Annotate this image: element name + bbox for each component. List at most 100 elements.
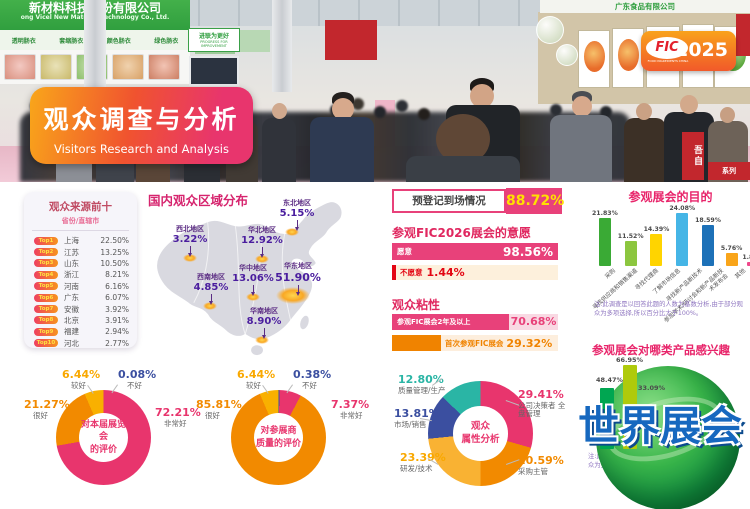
arrow: [297, 285, 299, 292]
china-map: 东北地区 5.15% 西北地区 3.22% 华北地区 12.92% 华中地区 1…: [145, 196, 375, 364]
callout-value: 21.27%: [24, 398, 70, 411]
callout-value: 85.81%: [196, 398, 242, 411]
bar-group: 14.39%: [644, 226, 669, 266]
bar-group: 1.83%: [742, 254, 750, 266]
table-row: Top10 河北 2.77%: [24, 338, 137, 349]
callout-label: 不好: [127, 381, 142, 391]
callout-value: 13.81%: [394, 407, 440, 420]
region-dot-southwest: [203, 302, 217, 310]
donut-center-line: 观众: [470, 420, 490, 432]
province-name: 河北: [64, 338, 79, 348]
bar: [650, 234, 663, 266]
china-map-svg: [156, 201, 343, 356]
region-name: 西南地区: [197, 273, 225, 281]
product-photo: [4, 54, 36, 80]
rank-badge: Top5: [34, 282, 58, 291]
callout-label: 研发/技术: [400, 464, 433, 474]
page-subtitle: Visitors Research and Analysis: [54, 142, 229, 156]
rank-badge: Top10: [34, 339, 58, 348]
arrow: [296, 220, 298, 227]
bar-group: 24.08%: [669, 205, 695, 266]
food-photo: [583, 41, 605, 72]
callout-label: 质量管理/生产: [398, 386, 446, 396]
callout: 0.08% 不好: [118, 368, 157, 391]
province-value: 6.16%: [105, 281, 129, 291]
donut-center: 观众 属性分析: [453, 406, 508, 461]
interest-bar: [600, 388, 614, 449]
province-name: 江苏: [64, 247, 79, 257]
donut-visitor-attributes: 观众 属性分析: [428, 381, 533, 486]
callout-label: 采购主管: [518, 467, 548, 477]
region-value: 5.15%: [279, 208, 315, 219]
arrow-head: [295, 227, 299, 231]
red-corner-sign: [736, 14, 750, 56]
unwilling-label: 不愿意: [400, 268, 423, 277]
donut-center-line: 对本届展览会: [80, 420, 126, 443]
table-row: Top2 江苏 13.25%: [24, 246, 137, 257]
unwilling-value: 1.44%: [426, 266, 465, 279]
food-poster: [612, 28, 644, 88]
willingness-title: 参观FIC2026展会的意愿: [392, 226, 531, 240]
region-name: 华北地区: [248, 226, 276, 234]
region-name: 华东地区: [284, 262, 312, 270]
fic-logo: FIC FOOD INGREDIENTS CHINA 2025: [641, 31, 736, 71]
callout-label: 很好: [205, 411, 220, 421]
top-sources-subtitle: 省份/直辖市: [61, 217, 100, 225]
table-row: Top8 北京 3.91%: [24, 315, 137, 326]
callout-value: 0.08%: [118, 368, 157, 381]
purpose-bar-chart: 21.83% 11.52% 14.39% 24.08% 18.59% 5.76%…: [592, 204, 750, 266]
interest-bar-value: 33.09%: [638, 384, 666, 392]
bar: [598, 217, 611, 266]
person-head: [720, 107, 735, 123]
person-silhouette: [262, 118, 296, 182]
callout: 21.27% 很好: [24, 398, 70, 420]
region-label-south: 华南地区 8.90%: [233, 306, 295, 339]
callout-label: 不好: [302, 381, 317, 391]
region-label-central: 华中地区 13.06%: [222, 263, 284, 296]
callout-value: 6.44%: [237, 368, 276, 381]
red-series-sign: 系列: [708, 162, 750, 180]
callout-value: 0.38%: [293, 368, 332, 381]
province-value: 6.07%: [105, 293, 129, 303]
province-name: 福建: [64, 327, 79, 337]
interest-bar-value: 48.47%: [596, 376, 624, 384]
province-value: 3.92%: [105, 304, 129, 314]
unwilling-bar: 不愿意 1.44%: [392, 265, 558, 280]
rank-badge: Top2: [34, 248, 58, 257]
bar-group: 21.83%: [592, 210, 618, 266]
arrow: [252, 285, 254, 292]
first-time-label: 首次参观FIC展会: [445, 338, 504, 348]
callout-value: 23.39%: [400, 451, 446, 464]
region-name: 东北地区: [283, 199, 311, 207]
callout: 23.39% 研发/技术: [400, 451, 454, 474]
region-label-north: 华北地区 12.92%: [231, 225, 293, 258]
product-label: 颜色肠衣: [106, 37, 131, 45]
callout: 72.21% 非常好: [155, 406, 201, 428]
region-name: 华南地区: [250, 307, 278, 315]
callout-label: 市场/销售: [394, 420, 427, 430]
bar-value: 21.83%: [592, 209, 618, 217]
bar-group: 5.76%: [721, 245, 742, 266]
interest-chart-title: 参观展会对哪类产品感兴趣: [592, 343, 730, 357]
donut-overall-evaluation: 对本届展览会 的评价: [56, 390, 151, 485]
table-row: Top3 山东 10.50%: [24, 258, 137, 269]
province-value: 8.21%: [105, 270, 129, 280]
person-head: [680, 95, 698, 114]
arrow-head: [209, 301, 213, 305]
bar-value: 18.59%: [695, 217, 721, 225]
region-value: 4.85%: [193, 282, 229, 293]
arrow-head: [260, 254, 264, 258]
top-sources-card: 观众来源前十 省份/直辖市 Top1 上海 22.50% Top2 江苏 13.25% …: [24, 192, 137, 348]
bar: [624, 240, 637, 266]
fic-logo-subtext: FOOD INGREDIENTS CHINA: [647, 59, 689, 63]
interest-bar-value: 66.95%: [616, 356, 644, 364]
bar-value: 11.52%: [617, 232, 644, 240]
bar-value: 1.83%: [742, 253, 750, 261]
purpose-note: 注:此调查是以回答此题的人数为基数分析,由于部分观众为多项选择,所以百分比大于1…: [594, 301, 743, 318]
product-photo: [40, 54, 72, 80]
person-head: [332, 98, 354, 120]
donut-center: 对参展商 质量的评价: [253, 412, 304, 463]
product-label: 透明肠衣: [11, 37, 36, 45]
product-photo: [148, 54, 180, 80]
callout: 20.59% 采购主管: [518, 454, 572, 477]
